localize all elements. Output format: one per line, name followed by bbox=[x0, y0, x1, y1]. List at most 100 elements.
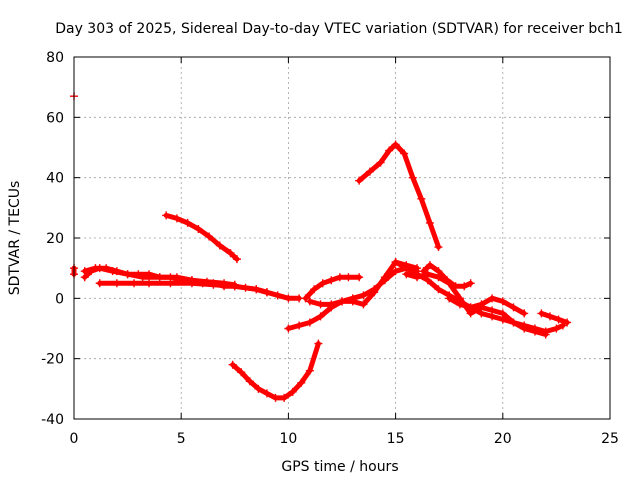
data-point bbox=[443, 276, 452, 285]
data-point bbox=[172, 273, 181, 282]
data-point bbox=[112, 279, 121, 288]
data-point bbox=[434, 243, 443, 252]
data-point bbox=[425, 261, 434, 270]
data-point bbox=[327, 276, 336, 285]
data-point bbox=[288, 387, 297, 396]
data-point bbox=[327, 300, 336, 309]
data-point bbox=[355, 176, 364, 185]
data-point bbox=[417, 194, 426, 203]
data-point bbox=[215, 241, 224, 250]
data-point bbox=[205, 232, 214, 241]
data-point bbox=[338, 297, 346, 306]
data-point bbox=[254, 384, 263, 393]
series-line bbox=[163, 212, 240, 262]
data-point bbox=[95, 279, 104, 288]
series-arc-9 bbox=[355, 140, 443, 252]
data-point bbox=[95, 264, 104, 273]
data-point bbox=[434, 285, 443, 294]
data-point bbox=[408, 173, 417, 182]
data-point bbox=[237, 368, 246, 377]
data-point bbox=[138, 273, 147, 282]
data-point bbox=[498, 297, 507, 306]
data-point bbox=[445, 294, 454, 303]
data-point bbox=[245, 377, 254, 386]
data-point bbox=[498, 309, 507, 318]
series-line bbox=[393, 259, 566, 334]
data-point bbox=[552, 324, 561, 333]
data-point bbox=[318, 279, 327, 288]
data-point bbox=[297, 378, 306, 387]
series-arc-13 bbox=[445, 294, 529, 318]
data-point bbox=[355, 273, 364, 282]
y-tick-label: 40 bbox=[46, 171, 64, 187]
data-point bbox=[271, 393, 280, 402]
data-point bbox=[477, 300, 486, 309]
data-point bbox=[520, 309, 529, 318]
data-point bbox=[232, 255, 241, 264]
data-point bbox=[194, 224, 203, 233]
data-point bbox=[305, 366, 314, 375]
series-line bbox=[538, 310, 570, 325]
data-point bbox=[284, 294, 293, 303]
data-point bbox=[391, 140, 400, 149]
data-point bbox=[108, 267, 117, 276]
data-point bbox=[305, 297, 314, 306]
y-tick-label: 20 bbox=[46, 231, 64, 247]
data-point bbox=[162, 211, 171, 220]
data-point bbox=[145, 279, 154, 288]
x-tick-label: 10 bbox=[279, 431, 297, 447]
data-point bbox=[419, 267, 428, 276]
x-tick-label: 15 bbox=[387, 431, 405, 447]
series-arc-5 bbox=[228, 339, 323, 402]
data-point bbox=[172, 214, 181, 223]
data-point bbox=[123, 270, 132, 279]
data-point bbox=[391, 258, 400, 267]
data-point bbox=[413, 273, 422, 282]
data-point bbox=[451, 282, 460, 291]
grid bbox=[74, 57, 610, 419]
data-point bbox=[541, 330, 550, 339]
data-point bbox=[380, 276, 389, 285]
data-point bbox=[226, 249, 235, 258]
y-tick-label: 80 bbox=[46, 50, 64, 66]
data-point bbox=[537, 309, 546, 318]
data-point bbox=[554, 315, 563, 324]
data-point bbox=[301, 294, 310, 303]
data-point bbox=[563, 318, 572, 327]
data-point bbox=[434, 267, 443, 276]
data-point bbox=[466, 279, 475, 288]
data-points bbox=[70, 92, 572, 402]
data-point bbox=[376, 158, 385, 167]
y-axis-label: SDTVAR / TECUs bbox=[7, 181, 23, 296]
y-tick-label: 0 bbox=[55, 291, 64, 307]
series-line bbox=[230, 341, 321, 401]
x-tick-label: 5 bbox=[177, 431, 186, 447]
series-arc-3 bbox=[95, 279, 271, 297]
data-point bbox=[80, 273, 89, 282]
data-point bbox=[187, 279, 196, 288]
data-point bbox=[391, 267, 400, 276]
data-point bbox=[359, 300, 368, 309]
data-point bbox=[166, 279, 175, 288]
data-point bbox=[316, 312, 325, 321]
y-tick-label: 60 bbox=[46, 110, 64, 126]
data-point bbox=[545, 312, 554, 321]
data-point bbox=[335, 273, 344, 282]
data-point bbox=[509, 303, 518, 312]
data-point bbox=[262, 288, 271, 297]
data-point bbox=[316, 300, 325, 309]
data-point bbox=[284, 324, 293, 333]
y-tick-label: -40 bbox=[41, 412, 64, 428]
data-point bbox=[348, 294, 357, 303]
data-point bbox=[155, 273, 164, 282]
data-point bbox=[365, 167, 374, 176]
data-point bbox=[130, 279, 139, 288]
x-tick-label: 0 bbox=[70, 431, 79, 447]
data-point bbox=[209, 280, 218, 289]
data-point bbox=[262, 389, 271, 398]
y-tick-label: -20 bbox=[41, 352, 64, 368]
data-point bbox=[228, 360, 237, 369]
data-point bbox=[402, 270, 411, 279]
